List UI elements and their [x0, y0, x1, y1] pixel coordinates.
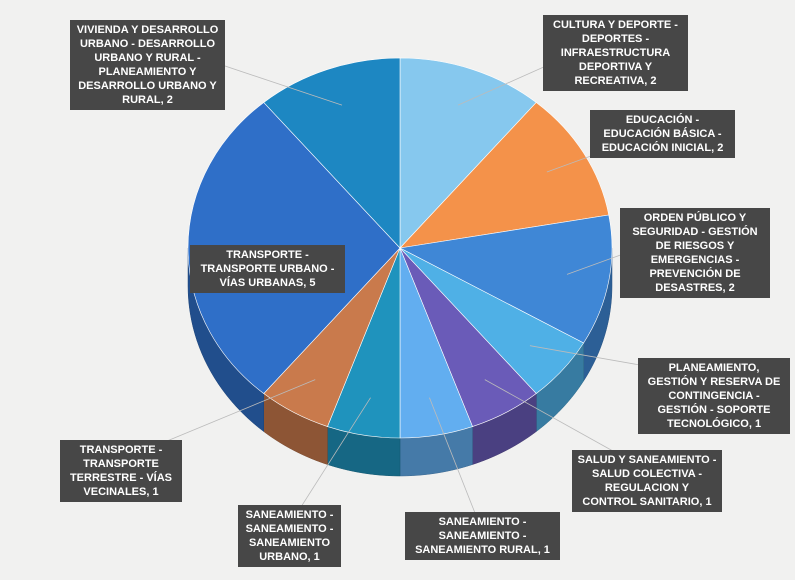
leader-line	[289, 397, 371, 526]
data-label: VIVIENDA Y DESARROLLO URBANO - DESARROLL…	[70, 20, 225, 110]
data-label: PLANEAMIENTO, GESTIÓN Y RESERVA DE CONTI…	[638, 358, 790, 434]
data-label: SALUD Y SANEAMIENTO - SALUD COLECTIVA - …	[572, 450, 722, 512]
leader-line	[429, 397, 483, 533]
slice	[399, 102, 610, 249]
data-label: SANEAMIENTO - SANEAMIENTO - SANEAMIENTO …	[238, 505, 341, 567]
data-label: TRANSPORTE - TRANSPORTE TERRESTRE - VÍAS…	[60, 440, 182, 502]
slice	[263, 57, 401, 249]
data-label: SANEAMIENTO - SANEAMIENTO - SANEAMIENTO …	[405, 512, 560, 560]
data-label: EDUCACIÓN - EDUCACIÓN BÁSICA - EDUCACIÓN…	[590, 110, 735, 158]
data-label: CULTURA Y DEPORTE - DEPORTES - INFRAESTR…	[543, 15, 688, 91]
data-label: TRANSPORTE - TRANSPORTE URBANO - VÍAS UR…	[190, 245, 345, 293]
data-label: ORDEN PÚBLICO Y SEGURIDAD - GESTIÓN DE R…	[620, 208, 770, 298]
slice	[399, 57, 537, 249]
slice	[399, 214, 613, 344]
